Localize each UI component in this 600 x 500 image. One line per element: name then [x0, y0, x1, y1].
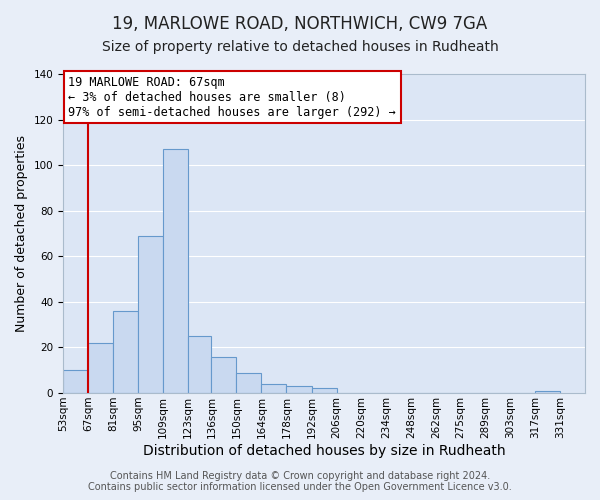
- Bar: [286, 386, 311, 393]
- Bar: [113, 311, 138, 393]
- Bar: [163, 149, 188, 393]
- Bar: [236, 372, 262, 393]
- Bar: [211, 356, 236, 393]
- Bar: [138, 236, 163, 393]
- Bar: [311, 388, 337, 393]
- Y-axis label: Number of detached properties: Number of detached properties: [15, 135, 28, 332]
- Bar: [88, 343, 113, 393]
- Text: 19 MARLOWE ROAD: 67sqm
← 3% of detached houses are smaller (8)
97% of semi-detac: 19 MARLOWE ROAD: 67sqm ← 3% of detached …: [68, 76, 396, 118]
- Bar: [535, 391, 560, 393]
- Bar: [262, 384, 286, 393]
- Text: Size of property relative to detached houses in Rudheath: Size of property relative to detached ho…: [101, 40, 499, 54]
- Text: 19, MARLOWE ROAD, NORTHWICH, CW9 7GA: 19, MARLOWE ROAD, NORTHWICH, CW9 7GA: [112, 15, 488, 33]
- X-axis label: Distribution of detached houses by size in Rudheath: Distribution of detached houses by size …: [143, 444, 505, 458]
- Bar: [63, 370, 88, 393]
- Text: Contains HM Land Registry data © Crown copyright and database right 2024.
Contai: Contains HM Land Registry data © Crown c…: [88, 471, 512, 492]
- Bar: [188, 336, 211, 393]
